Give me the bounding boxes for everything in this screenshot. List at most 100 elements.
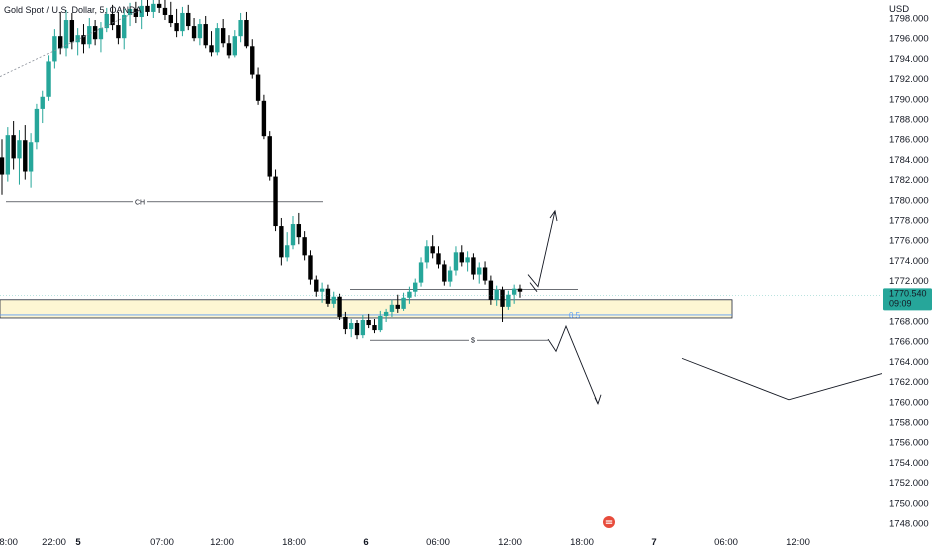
candle [156,0,162,13]
price-tick-label: 1792.000 [889,74,929,85]
candle-body [197,24,203,39]
candle-body [366,319,371,326]
candle-body [5,135,11,175]
time-tick-label: 5 [75,537,81,548]
candle-body [296,224,302,238]
price-tick-label: 1790.000 [889,94,929,105]
candle [302,231,307,261]
last-price-value: 1770.540 [889,288,927,298]
annotations-layer: 0.5 CH $ [0,197,733,345]
candle-body [459,252,464,263]
candle [290,215,296,250]
candle [418,257,424,287]
price-tick-label: 1766.000 [889,337,929,348]
candle-body [34,108,40,143]
price-tick-label: 1784.000 [889,155,929,166]
price-tick-label: 1768.000 [889,317,929,328]
candle-body [331,296,336,304]
candle-body [226,43,232,56]
candle [482,261,488,285]
time-tick-label: 18:00 [282,537,306,548]
candle-body [122,14,127,39]
candle [40,90,45,124]
candle [395,294,400,313]
candle [343,311,348,335]
candle [11,121,16,170]
price-tick-label: 1754.000 [889,458,929,469]
candle [436,246,441,269]
candle-body [325,288,331,304]
candle-body [500,289,505,307]
candle-body [174,23,179,32]
candle-body [354,323,360,336]
symbol-line: Gold Spot / U.S. Dollar, 5, OANDA [4,5,142,15]
candle-body [308,255,313,280]
bullish-arrowhead [549,209,558,222]
candle [186,4,191,31]
candle [197,19,203,46]
dashed-trend-line [0,9,141,77]
candle-body [133,8,139,17]
price-tick-label: 1774.000 [889,256,929,267]
candle-body [87,26,92,45]
tradingview-logo-icon[interactable] [603,516,615,528]
candle-body [75,35,80,43]
candle-body [156,3,162,8]
candle-body [139,5,144,17]
candle [378,310,383,333]
candle [151,0,156,18]
bearish-arrowhead [594,394,602,406]
candle [494,285,499,306]
candle-body [209,45,214,53]
candle-body [389,304,395,312]
candle-body [517,288,523,292]
candle [162,0,168,21]
candle-body [506,294,511,307]
candle-body [401,297,406,309]
candle-body [477,267,482,275]
candle-body [0,157,5,175]
candle [63,9,69,57]
candle-body [220,28,226,44]
candle [471,253,476,280]
candle [250,39,255,79]
candle-body [279,226,284,258]
plot-area[interactable]: 0.5 CH $ [0,0,883,406]
price-tick-label: 1764.000 [889,357,929,368]
candle-body [424,246,430,263]
time-axis[interactable]: 18:00 22:00 5 07:00 12:00 18:00 6 06:00 12:00 18:… [0,532,882,550]
time-tick-label: 07:00 [150,537,174,548]
candle [372,318,377,334]
candle [453,246,459,276]
candle [226,35,232,59]
bar-countdown: 09:09 [889,298,912,308]
candle-body [180,12,185,32]
price-tick-label: 1796.000 [889,34,929,45]
candle [104,7,109,33]
time-tick-label: 22:00 [42,537,66,548]
candle [122,8,127,50]
candle-body [250,46,255,75]
price-axis[interactable]: USD 1748.000 1750.000 1752.000 1754.000 1756… [882,0,932,532]
candle-body [127,8,133,15]
price-tick-label: 1786.000 [889,135,929,146]
price-tick-label: 1760.000 [889,397,929,408]
candle [407,286,412,304]
candle [267,131,272,181]
time-tick-label: 12:00 [210,537,234,548]
candle [506,290,511,310]
candle-body [494,289,499,300]
candle-body [430,246,435,254]
candle-body [383,311,389,316]
candle-body [482,267,488,281]
price-tick-label: 1762.000 [889,377,929,388]
price-tick-label: 1782.000 [889,175,929,186]
candle-body [98,28,104,40]
candle [284,232,290,262]
candle-body [447,270,453,282]
candle [401,292,406,311]
candle [517,284,523,298]
price-tick-label: 1752.000 [889,478,929,489]
candle [319,282,325,303]
